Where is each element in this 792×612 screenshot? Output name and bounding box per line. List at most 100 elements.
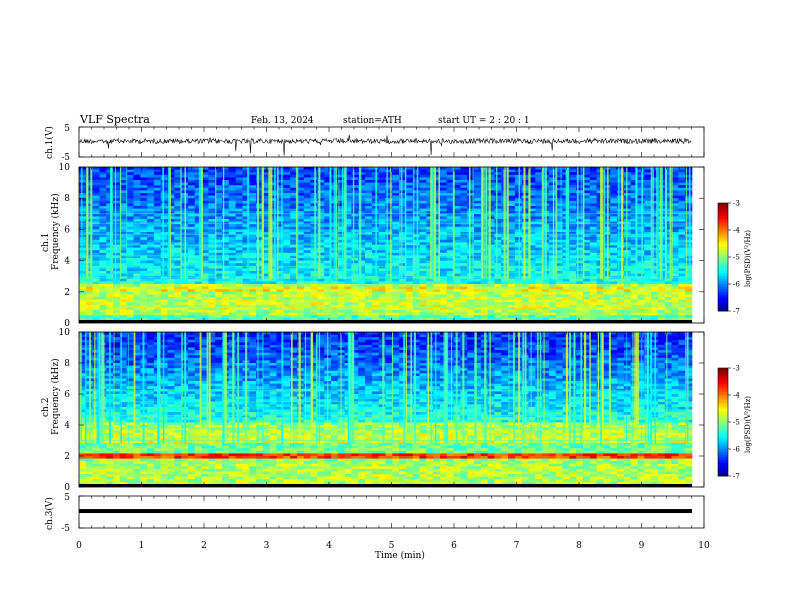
spectrogram-cell (385, 169, 393, 173)
spectrogram-cell (685, 245, 693, 248)
spectrogram-cell (276, 281, 284, 285)
spectrogram-cell (487, 247, 495, 251)
spectrogram-cell (514, 260, 523, 264)
spectrogram-cell (331, 299, 339, 303)
spectrogram-cell (630, 216, 638, 220)
spectrogram-cell (99, 247, 107, 251)
spectrogram-cell (276, 268, 284, 272)
spectrogram-cell (508, 255, 516, 259)
spectrogram-cell (296, 195, 305, 199)
spectrogram-cell (262, 193, 271, 196)
spectrogram-cell (494, 167, 502, 170)
spectrogram-cell (351, 260, 359, 264)
spectrogram-cell (140, 307, 148, 311)
spectrogram-cell (651, 203, 659, 207)
spectrogram-cell (528, 291, 536, 295)
spectrogram-cell (85, 255, 93, 259)
spectrogram-cell (630, 219, 638, 222)
spectrogram-cell (637, 182, 645, 186)
spectrogram-cell (644, 213, 652, 217)
spectrogram-cell (685, 177, 693, 181)
spectrogram-cell (351, 234, 359, 238)
spectrogram-cell (583, 273, 591, 277)
spectrogram-cell (262, 297, 271, 300)
spectrogram-cell (344, 245, 352, 248)
spectrogram-cell (147, 304, 155, 308)
spectrogram-cell (119, 216, 127, 220)
spectrogram-cell (399, 273, 407, 277)
spectrogram-cell (426, 289, 434, 293)
spectrogram-cell (79, 289, 87, 293)
spectrogram-cell (344, 242, 352, 246)
spectrogram-cell (317, 206, 325, 209)
spectrogram-cell (589, 278, 597, 282)
spectrogram-cell (85, 284, 93, 287)
spectrogram-cell (610, 208, 618, 212)
spectrogram-cell (249, 268, 257, 272)
spectrogram-cell (617, 268, 625, 272)
spectrogram-cell (167, 229, 175, 233)
spectrogram-cell (303, 172, 311, 176)
spectrogram-cell (235, 268, 243, 272)
spectrogram-cell (324, 302, 332, 306)
spectrogram-cell (222, 247, 230, 251)
spectrogram-cell (412, 190, 420, 194)
spectrogram-cell (453, 255, 461, 259)
spectrogram-cell (610, 258, 618, 261)
spectrogram-cell (119, 278, 127, 282)
spectrogram-cell (514, 265, 523, 269)
spectrogram-cell (324, 232, 332, 235)
spectrogram-cell (494, 304, 502, 308)
spectrogram-cell (167, 289, 175, 293)
spectrogram-cell (569, 198, 577, 202)
spectrogram-cell (460, 242, 468, 246)
spectrogram-cell (85, 289, 93, 293)
spectrogram-cell (535, 187, 543, 191)
spectrogram-cell (215, 268, 223, 272)
spectrogram-cell (405, 195, 414, 199)
spectrogram-cell (678, 252, 686, 256)
spectrogram-cell (358, 284, 366, 287)
spectrogram-cell (617, 200, 625, 204)
spectrogram-cell (290, 250, 298, 254)
spectrogram-cell (569, 250, 577, 254)
spectrogram-cell (194, 226, 202, 230)
spectrogram-cell (508, 284, 516, 287)
spectrogram-cell (317, 247, 325, 251)
spectrogram-cell (548, 247, 557, 251)
spectrogram-cell (194, 180, 202, 183)
spectrogram-cell (610, 216, 618, 220)
spectrogram-cell (446, 234, 454, 238)
spectrogram-cell (426, 302, 434, 306)
spectrogram-cell (317, 213, 325, 217)
spectrogram-cell (548, 239, 557, 243)
spectrogram-cell (310, 299, 318, 303)
spectrogram-cell (453, 268, 461, 272)
spectrogram-cell (283, 216, 291, 220)
spectrogram-cell (426, 265, 434, 269)
spectrogram-cell (487, 203, 495, 207)
spectrogram-cell (208, 237, 216, 241)
spectrogram-cell (562, 294, 570, 298)
spectrogram-cell (133, 286, 141, 290)
spectrogram-cell (610, 239, 618, 243)
spectrogram-cell (317, 172, 325, 176)
spectrogram-cell (92, 219, 100, 222)
spectrogram-cell (160, 190, 168, 194)
spectrogram-cell (460, 211, 468, 215)
spectrogram-cell (664, 245, 672, 248)
spectrogram-cell (685, 258, 693, 261)
spectrogram-cell (419, 200, 427, 204)
spectrogram-cell (160, 169, 168, 173)
spectrogram-cell (187, 185, 196, 189)
spectrogram-cell (303, 177, 311, 181)
spectrogram-cell (324, 234, 332, 238)
spectrogram-cell (678, 177, 686, 181)
spectrogram-cell (85, 291, 93, 295)
spectrogram-cell (589, 252, 597, 256)
spectrogram-cell (644, 302, 652, 306)
spectrogram-cell (617, 291, 625, 295)
spectrogram-cell (678, 213, 686, 217)
spectrogram-cell (405, 263, 414, 267)
spectrogram-cell (528, 193, 536, 196)
